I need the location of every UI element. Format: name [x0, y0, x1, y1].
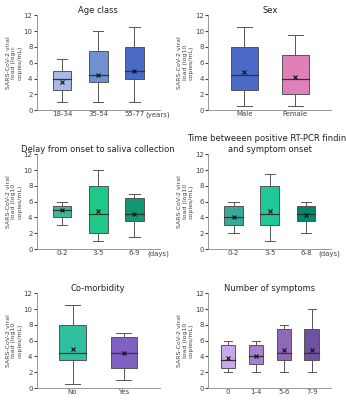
Bar: [53, 206, 71, 217]
Title: Sex: Sex: [262, 6, 277, 14]
Y-axis label: SARS-CoV-2 viral
load (log10
copies/mL): SARS-CoV-2 viral load (log10 copies/mL): [177, 314, 194, 367]
Bar: [110, 337, 137, 368]
Title: Delay from onset to saliva collection: Delay from onset to saliva collection: [21, 144, 175, 154]
Title: Co-morbidity: Co-morbidity: [71, 284, 126, 292]
Bar: [297, 206, 316, 221]
Bar: [89, 186, 108, 233]
Y-axis label: SARS-CoV-2 viral
load (log10
copies/mL): SARS-CoV-2 viral load (log10 copies/mL): [177, 175, 194, 228]
Y-axis label: SARS-CoV-2 viral
load (log10
copies/mL): SARS-CoV-2 viral load (log10 copies/mL): [6, 314, 22, 367]
Bar: [224, 206, 243, 225]
Bar: [125, 47, 144, 79]
Y-axis label: SARS-CoV-2 viral
load (log10
copies/mL): SARS-CoV-2 viral load (log10 copies/mL): [6, 175, 22, 228]
Bar: [59, 325, 86, 360]
Title: Number of symptoms: Number of symptoms: [224, 284, 315, 292]
Bar: [304, 329, 319, 360]
Bar: [231, 47, 257, 90]
Bar: [261, 186, 279, 225]
Bar: [125, 198, 144, 221]
Bar: [53, 71, 71, 90]
Bar: [89, 51, 108, 83]
Bar: [282, 55, 309, 94]
Title: Age class: Age class: [78, 6, 118, 14]
Bar: [248, 344, 263, 365]
Y-axis label: SARS-CoV-2 viral
load (log10
copies/mL): SARS-CoV-2 viral load (log10 copies/mL): [177, 36, 194, 89]
Bar: [221, 344, 235, 368]
Title: Time betweeen positive RT-PCR finding
and symptom onset: Time betweeen positive RT-PCR finding an…: [188, 134, 346, 154]
Bar: [276, 329, 291, 360]
Y-axis label: SARS-CoV-2 viral
load (log₁₀
copies/mL): SARS-CoV-2 viral load (log₁₀ copies/mL): [6, 36, 22, 89]
